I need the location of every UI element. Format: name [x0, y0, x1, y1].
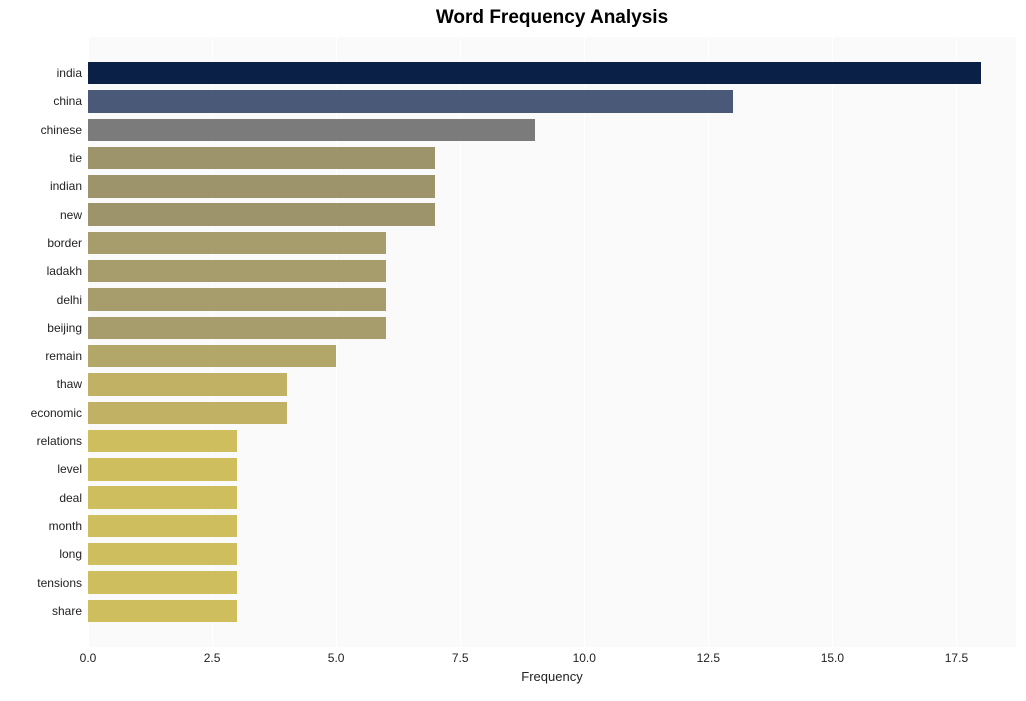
- bar-label: deal: [59, 491, 82, 505]
- bar-label: month: [49, 519, 82, 533]
- bar-row: india: [88, 59, 1016, 87]
- bar-label: tie: [69, 151, 82, 165]
- bar-label: china: [53, 94, 82, 108]
- x-axis: Frequency 0.02.55.07.510.012.515.017.5: [88, 647, 1016, 687]
- bar-row: border: [88, 229, 1016, 257]
- bar: [88, 288, 386, 310]
- bar-label: relations: [37, 434, 82, 448]
- plot-area: indiachinachinesetieindiannewborderladak…: [88, 37, 1016, 647]
- chart-title: Word Frequency Analysis: [88, 5, 1016, 29]
- bar-label: border: [47, 236, 82, 250]
- bars-region: indiachinachinesetieindiannewborderladak…: [88, 59, 1016, 625]
- bar-label: delhi: [57, 293, 82, 307]
- bar: [88, 203, 435, 225]
- bar-label: ladakh: [47, 264, 82, 278]
- bar-label: long: [59, 547, 82, 561]
- bar-label: indian: [50, 179, 82, 193]
- x-tick-label: 7.5: [452, 651, 469, 665]
- x-tick-label: 0.0: [80, 651, 97, 665]
- bar: [88, 119, 535, 141]
- bar-row: economic: [88, 399, 1016, 427]
- bar-row: thaw: [88, 370, 1016, 398]
- bar: [88, 62, 981, 84]
- bar-row: delhi: [88, 285, 1016, 313]
- x-tick-label: 17.5: [945, 651, 968, 665]
- bar-label: tensions: [37, 576, 82, 590]
- bar: [88, 147, 435, 169]
- bar-label: beijing: [47, 321, 82, 335]
- bar: [88, 260, 386, 282]
- x-tick-label: 10.0: [573, 651, 596, 665]
- bar: [88, 232, 386, 254]
- bar-label: india: [57, 66, 82, 80]
- bar: [88, 430, 237, 452]
- bar: [88, 458, 237, 480]
- bar-row: deal: [88, 484, 1016, 512]
- bar-row: tie: [88, 144, 1016, 172]
- bar-row: share: [88, 597, 1016, 625]
- bar-label: chinese: [41, 123, 82, 137]
- bar-label: economic: [31, 406, 82, 420]
- bar-row: ladakh: [88, 257, 1016, 285]
- bar: [88, 373, 287, 395]
- x-axis-title: Frequency: [521, 669, 582, 684]
- bar: [88, 571, 237, 593]
- x-tick-label: 5.0: [328, 651, 345, 665]
- bar: [88, 317, 386, 339]
- bar: [88, 515, 237, 537]
- bar: [88, 543, 237, 565]
- word-frequency-chart: Word Frequency Analysis indiachinachines…: [0, 0, 1026, 701]
- bar-row: long: [88, 540, 1016, 568]
- bar: [88, 345, 336, 367]
- bar-label: remain: [45, 349, 82, 363]
- bar-label: new: [60, 208, 82, 222]
- bar-row: new: [88, 201, 1016, 229]
- bar-row: month: [88, 512, 1016, 540]
- bar-label: thaw: [57, 377, 82, 391]
- bar: [88, 600, 237, 622]
- bar: [88, 402, 287, 424]
- bar-label: share: [52, 604, 82, 618]
- bar-row: beijing: [88, 314, 1016, 342]
- bar-row: remain: [88, 342, 1016, 370]
- bar-row: relations: [88, 427, 1016, 455]
- bar: [88, 175, 435, 197]
- x-tick-label: 15.0: [821, 651, 844, 665]
- bar: [88, 486, 237, 508]
- bar-row: china: [88, 87, 1016, 115]
- bar-row: chinese: [88, 116, 1016, 144]
- bar-row: indian: [88, 172, 1016, 200]
- bar: [88, 90, 733, 112]
- bar-label: level: [57, 462, 82, 476]
- x-tick-label: 2.5: [204, 651, 221, 665]
- bar-row: level: [88, 455, 1016, 483]
- x-tick-label: 12.5: [697, 651, 720, 665]
- bar-row: tensions: [88, 568, 1016, 596]
